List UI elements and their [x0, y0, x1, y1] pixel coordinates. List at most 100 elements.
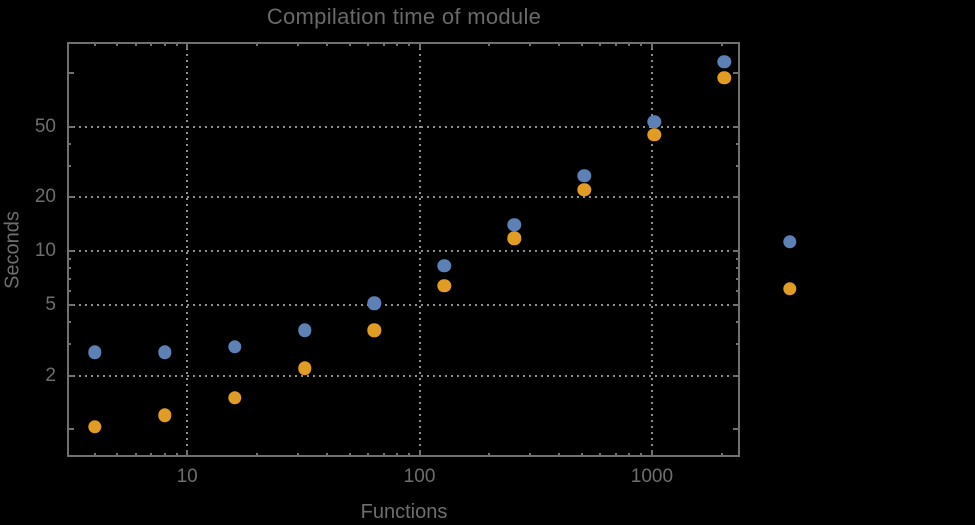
- y-tick-label-2: 2: [45, 364, 56, 386]
- x-tick-bottom-30: [297, 453, 300, 457]
- x-tick-bottom-5: [116, 453, 119, 457]
- gridline-y-2: [67, 374, 740, 377]
- data-point-blue-16: [227, 340, 242, 354]
- x-tick-bottom-60: [366, 453, 369, 457]
- x-tick-bottom-300: [529, 453, 532, 457]
- y-tick-left-50: [67, 125, 74, 128]
- x-tick-top-30: [297, 42, 300, 46]
- data-point-orange-8: [157, 408, 172, 422]
- data-point-blue-128: [437, 258, 452, 273]
- y-tick-right-2: [733, 374, 740, 377]
- x-tick-top-7: [150, 42, 153, 46]
- y-tick-left-4: [67, 321, 71, 324]
- data-point-blue-1024: [647, 115, 661, 129]
- x-tick-bottom-20: [256, 453, 259, 457]
- x-tick-top-40: [326, 42, 329, 46]
- gridline-x-1000: [650, 42, 653, 457]
- x-tick-top-9: [175, 42, 178, 46]
- plot-area: [67, 42, 740, 457]
- x-tick-bottom-90: [407, 453, 410, 457]
- y-tick-right-40: [736, 142, 740, 145]
- x-tick-top-1000: [650, 42, 653, 49]
- y-tick-left-5: [67, 303, 74, 306]
- legend-marker-blue: [783, 235, 797, 249]
- y-tick-left-100: [67, 71, 74, 74]
- gridline-x-100: [418, 42, 421, 457]
- data-point-orange-256: [507, 231, 522, 246]
- data-point-orange-512: [577, 183, 592, 197]
- gridline-x-10: [186, 42, 189, 457]
- gridline-y-20: [67, 196, 740, 199]
- x-tick-bottom-6: [134, 453, 137, 457]
- data-point-blue-2048: [717, 55, 731, 69]
- data-point-orange-16: [227, 391, 242, 405]
- x-tick-bottom-7: [150, 453, 153, 457]
- x-tick-bottom-800: [628, 453, 631, 457]
- data-point-orange-2048: [717, 70, 731, 85]
- y-tick-left-10: [67, 250, 74, 253]
- legend-marker-orange: [783, 282, 797, 296]
- x-tick-top-60: [366, 42, 369, 46]
- data-point-orange-1024: [647, 127, 661, 142]
- data-point-orange-4: [87, 420, 102, 434]
- data-point-blue-256: [507, 218, 522, 232]
- y-tick-right-50: [733, 125, 740, 128]
- x-tick-top-4: [93, 42, 96, 46]
- chart-title: Compilation time of module: [266, 4, 542, 29]
- data-point-orange-128: [437, 278, 452, 293]
- x-tick-top-70: [382, 42, 385, 46]
- x-tick-bottom-100: [418, 450, 421, 457]
- x-tick-bottom-4: [93, 453, 96, 457]
- x-tick-top-2000: [720, 42, 723, 46]
- y-tick-right-20: [733, 196, 740, 199]
- y-tick-label-5: 5: [45, 293, 56, 315]
- x-tick-top-600: [599, 42, 602, 46]
- data-point-orange-64: [367, 323, 382, 337]
- x-tick-top-20: [256, 42, 259, 46]
- y-tick-label-50: 50: [34, 115, 56, 137]
- y-tick-right-30: [736, 165, 740, 168]
- x-tick-top-300: [529, 42, 532, 46]
- y-tick-left-1: [67, 428, 74, 431]
- x-tick-top-400: [558, 42, 561, 46]
- x-tick-top-200: [488, 42, 491, 46]
- x-tick-bottom-70: [382, 453, 385, 457]
- x-tick-label-1000: 1000: [630, 466, 674, 487]
- x-tick-top-8: [163, 42, 166, 46]
- x-tick-bottom-2000: [720, 453, 723, 457]
- x-tick-bottom-900: [640, 453, 643, 457]
- y-tick-right-3: [736, 343, 740, 346]
- x-tick-top-80: [396, 42, 398, 46]
- x-axis-label: Functions: [360, 501, 448, 523]
- x-tick-top-100: [418, 42, 421, 49]
- data-point-blue-64: [367, 296, 382, 310]
- y-tick-left-7: [67, 277, 71, 280]
- y-tick-left-9: [67, 258, 71, 261]
- x-tick-bottom-500: [580, 453, 583, 457]
- y-tick-left-2: [67, 374, 74, 377]
- x-tick-top-700: [614, 42, 617, 46]
- y-tick-right-4: [736, 321, 740, 324]
- gridline-y-10: [67, 250, 740, 253]
- x-tick-top-500: [580, 42, 583, 46]
- y-tick-right-10: [733, 250, 740, 253]
- y-tick-left-3: [67, 343, 71, 346]
- x-tick-bottom-40: [326, 453, 329, 457]
- x-tick-bottom-400: [558, 453, 561, 457]
- data-point-blue-32: [297, 323, 312, 337]
- x-tick-top-800: [628, 42, 631, 46]
- y-tick-left-40: [67, 142, 71, 145]
- x-tick-top-900: [640, 42, 643, 46]
- x-tick-top-10: [186, 42, 189, 49]
- y-tick-left-6: [67, 289, 71, 292]
- y-tick-right-9: [736, 258, 740, 261]
- x-tick-bottom-50: [348, 453, 351, 457]
- x-tick-top-50: [348, 42, 351, 46]
- x-tick-bottom-600: [599, 453, 602, 457]
- x-tick-label-10: 10: [176, 466, 198, 487]
- x-tick-bottom-8: [163, 453, 166, 457]
- y-tick-label-10: 10: [34, 240, 56, 262]
- x-tick-bottom-700: [614, 453, 617, 457]
- y-tick-right-1: [733, 428, 740, 431]
